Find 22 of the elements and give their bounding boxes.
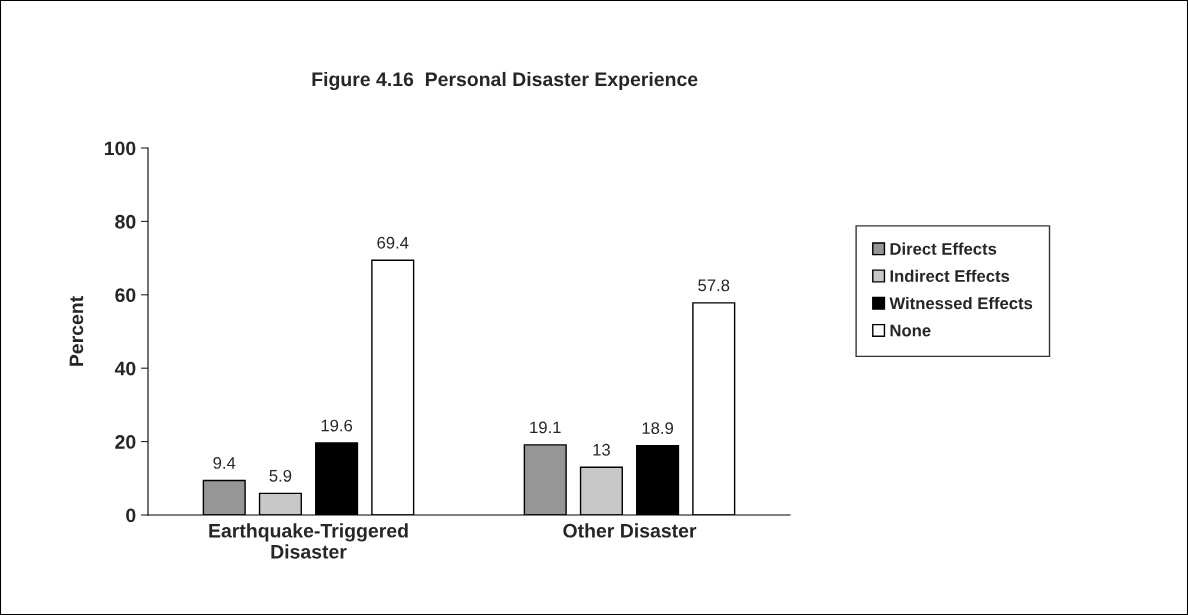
data-label: 69.4 xyxy=(377,236,409,249)
y-tick-label: 0 xyxy=(126,508,136,523)
y-tick-label: 40 xyxy=(114,361,136,376)
y-axis-title: Percent xyxy=(69,296,84,366)
legend-label: Witnessed Effects xyxy=(889,296,1033,310)
legend-label: None xyxy=(890,324,931,337)
x-tick-label: Other Disaster xyxy=(563,523,697,538)
data-label: 57.8 xyxy=(698,279,730,292)
data-label: 18.9 xyxy=(642,422,674,435)
data-label: 19.6 xyxy=(321,419,353,432)
chart-title: Figure 4.16 Personal Disaster Experience xyxy=(312,71,698,91)
x-tick-label: Earthquake-Triggered Disaster xyxy=(209,523,408,559)
legend-label: Direct Effects xyxy=(890,242,997,255)
y-tick-label: 80 xyxy=(115,214,136,229)
y-tick-label: 100 xyxy=(104,141,136,156)
data-label: 13 xyxy=(593,443,610,456)
legend-label: Indirect Effects xyxy=(890,269,1010,282)
y-tick-label: 60 xyxy=(115,288,136,303)
y-tick-label: 20 xyxy=(115,435,136,449)
data-label: 9.4 xyxy=(213,457,236,469)
data-label: 19.1 xyxy=(530,421,561,434)
data-label: 5.9 xyxy=(269,469,292,482)
